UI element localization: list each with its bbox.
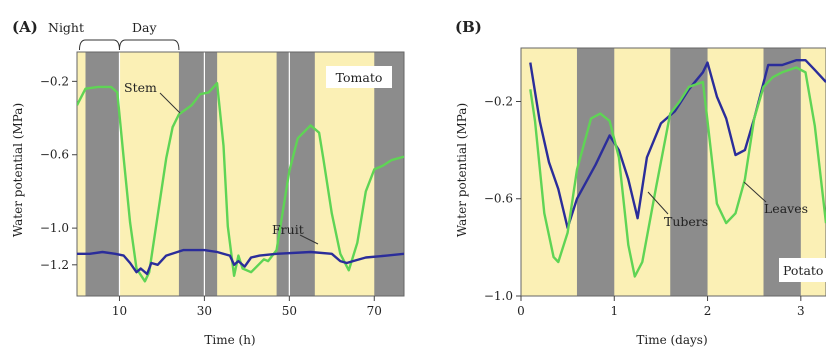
panel-a-day-bracket-label: Day <box>132 20 157 35</box>
night-band <box>85 52 120 296</box>
panel-b-x-axis-label: Time (days) <box>636 333 707 347</box>
series-line-tubers <box>529 59 826 230</box>
night-band <box>576 48 615 296</box>
x-tick-label: 3 <box>797 304 805 318</box>
day-background <box>77 52 404 296</box>
panel-a-x-axis-label: Time (h) <box>204 333 255 347</box>
panel-b: (B) −0.2 −0.6 −1.0 0 1 2 3 Potato Time (days) W… <box>455 18 826 347</box>
series-line-stem <box>77 81 404 283</box>
x-tick-label: 30 <box>197 304 212 318</box>
x-tick-label: 0 <box>517 304 525 318</box>
night-band <box>178 52 218 296</box>
x-tick-label: 1 <box>610 304 618 318</box>
tubers-leader-line <box>647 191 669 215</box>
series-group <box>529 59 826 278</box>
bracket-night <box>78 39 120 51</box>
plant-label-box <box>779 258 826 282</box>
plant-label: Potato <box>783 263 823 278</box>
panel-a-plot-area: −0.2 −0.6 −1.0 −1.2 10 30 50 70 Tomato <box>40 39 405 318</box>
panel-b-label: (B) <box>455 18 482 36</box>
plant-label: Tomato <box>336 70 383 85</box>
plant-label-box <box>326 66 392 88</box>
panel-a-fruit-label: Fruit <box>272 222 304 237</box>
panel-a-stem-label: Stem <box>124 80 157 95</box>
x-tick-label: 50 <box>282 304 297 318</box>
night-band <box>763 48 801 296</box>
panel-a: (A) −0.2 −0.6 −1.0 −1.2 10 30 50 70 Tomato Time … <box>11 18 405 347</box>
x-tick-label: 70 <box>367 304 382 318</box>
series-group <box>77 81 404 283</box>
panel-a-y-axis-label: Water potential (MPa) <box>11 103 25 237</box>
bracket-day <box>118 39 180 51</box>
panel-b-leaves-label: Leaves <box>764 201 808 216</box>
series-line-fruit <box>77 248 404 276</box>
panel-a-night-bracket-label: Night <box>48 20 84 35</box>
y-tick-label: −0.6 <box>40 148 69 162</box>
series-line-leaves <box>529 66 826 278</box>
x-tick-label: 10 <box>112 304 127 318</box>
y-tick-label: −1.0 <box>40 221 69 235</box>
plot-frame <box>520 47 826 297</box>
night-band <box>374 52 404 296</box>
y-tick-label: −0.2 <box>484 94 513 108</box>
panel-b-plot-area: −0.2 −0.6 −1.0 0 1 2 3 Potato <box>484 47 826 318</box>
y-tick-label: −1.0 <box>484 289 513 303</box>
x-tick-label: 2 <box>704 304 712 318</box>
plot-frame <box>76 51 405 297</box>
leaves-leader-line <box>743 181 767 203</box>
stem-leader-line <box>159 92 181 114</box>
y-tick-label: −0.2 <box>40 74 69 88</box>
fruit-leader-line <box>299 234 319 245</box>
panel-b-tubers-label: Tubers <box>664 214 708 229</box>
y-tick-label: −0.6 <box>484 192 513 206</box>
panel-b-y-axis-label: Water potential (MPa) <box>455 103 469 237</box>
panel-a-label: (A) <box>12 18 38 36</box>
y-tick-label: −1.2 <box>40 258 69 272</box>
night-band <box>276 52 315 296</box>
night-band <box>670 48 708 296</box>
